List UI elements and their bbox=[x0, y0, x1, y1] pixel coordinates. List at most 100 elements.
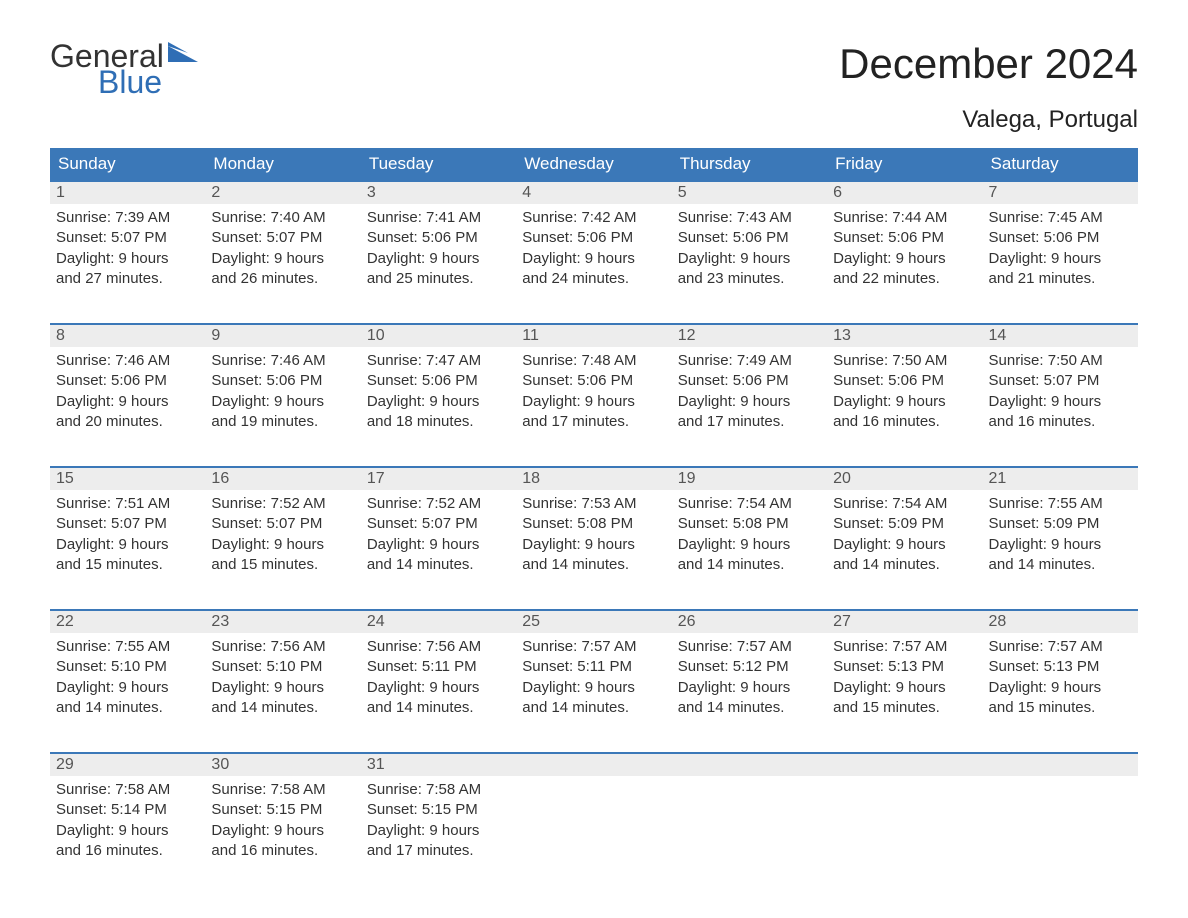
weeks-container: 1Sunrise: 7:39 AMSunset: 5:07 PMDaylight… bbox=[50, 180, 1138, 867]
day-cell: 4Sunrise: 7:42 AMSunset: 5:06 PMDaylight… bbox=[516, 182, 671, 295]
daylight-text-1: Daylight: 9 hours bbox=[211, 821, 354, 841]
day-number: 24 bbox=[361, 611, 516, 633]
day-number: 2 bbox=[205, 182, 360, 204]
daylight-text-1: Daylight: 9 hours bbox=[367, 821, 510, 841]
daylight-text-1: Daylight: 9 hours bbox=[522, 535, 665, 555]
daylight-text-1: Daylight: 9 hours bbox=[989, 678, 1132, 698]
daylight-text-2: and 15 minutes. bbox=[989, 698, 1132, 718]
sunset-text: Sunset: 5:06 PM bbox=[367, 228, 510, 248]
daylight-text-2: and 14 minutes. bbox=[211, 698, 354, 718]
day-cell: 25Sunrise: 7:57 AMSunset: 5:11 PMDayligh… bbox=[516, 611, 671, 724]
day-cell: 18Sunrise: 7:53 AMSunset: 5:08 PMDayligh… bbox=[516, 468, 671, 581]
weekday-header: Sunday bbox=[50, 148, 205, 180]
day-cell: 12Sunrise: 7:49 AMSunset: 5:06 PMDayligh… bbox=[672, 325, 827, 438]
sunset-text: Sunset: 5:13 PM bbox=[833, 657, 976, 677]
day-body: Sunrise: 7:46 AMSunset: 5:06 PMDaylight:… bbox=[50, 347, 205, 438]
day-cell: 17Sunrise: 7:52 AMSunset: 5:07 PMDayligh… bbox=[361, 468, 516, 581]
day-body: Sunrise: 7:56 AMSunset: 5:11 PMDaylight:… bbox=[361, 633, 516, 724]
daylight-text-1: Daylight: 9 hours bbox=[989, 535, 1132, 555]
daylight-text-2: and 14 minutes. bbox=[833, 555, 976, 575]
daylight-text-2: and 15 minutes. bbox=[211, 555, 354, 575]
daylight-text-1: Daylight: 9 hours bbox=[833, 392, 976, 412]
sunrise-text: Sunrise: 7:40 AM bbox=[211, 208, 354, 228]
sunrise-text: Sunrise: 7:43 AM bbox=[678, 208, 821, 228]
sunset-text: Sunset: 5:08 PM bbox=[522, 514, 665, 534]
daylight-text-2: and 16 minutes. bbox=[989, 412, 1132, 432]
day-cell: 24Sunrise: 7:56 AMSunset: 5:11 PMDayligh… bbox=[361, 611, 516, 724]
daylight-text-2: and 14 minutes. bbox=[367, 698, 510, 718]
day-number: 9 bbox=[205, 325, 360, 347]
sunrise-text: Sunrise: 7:52 AM bbox=[367, 494, 510, 514]
sunset-text: Sunset: 5:07 PM bbox=[211, 514, 354, 534]
sunrise-text: Sunrise: 7:41 AM bbox=[367, 208, 510, 228]
daylight-text-1: Daylight: 9 hours bbox=[678, 392, 821, 412]
day-body: Sunrise: 7:46 AMSunset: 5:06 PMDaylight:… bbox=[205, 347, 360, 438]
day-cell: 20Sunrise: 7:54 AMSunset: 5:09 PMDayligh… bbox=[827, 468, 982, 581]
sunset-text: Sunset: 5:09 PM bbox=[989, 514, 1132, 534]
sunrise-text: Sunrise: 7:57 AM bbox=[833, 637, 976, 657]
daylight-text-1: Daylight: 9 hours bbox=[56, 678, 199, 698]
sunset-text: Sunset: 5:06 PM bbox=[678, 371, 821, 391]
day-body: Sunrise: 7:54 AMSunset: 5:09 PMDaylight:… bbox=[827, 490, 982, 581]
day-number-empty bbox=[983, 754, 1138, 776]
sunrise-text: Sunrise: 7:55 AM bbox=[989, 494, 1132, 514]
day-body: Sunrise: 7:51 AMSunset: 5:07 PMDaylight:… bbox=[50, 490, 205, 581]
day-number: 30 bbox=[205, 754, 360, 776]
day-cell: 31Sunrise: 7:58 AMSunset: 5:15 PMDayligh… bbox=[361, 754, 516, 867]
sunset-text: Sunset: 5:07 PM bbox=[211, 228, 354, 248]
sunrise-text: Sunrise: 7:58 AM bbox=[211, 780, 354, 800]
day-body: Sunrise: 7:57 AMSunset: 5:13 PMDaylight:… bbox=[827, 633, 982, 724]
sunrise-text: Sunrise: 7:57 AM bbox=[678, 637, 821, 657]
sunrise-text: Sunrise: 7:56 AM bbox=[367, 637, 510, 657]
day-number: 6 bbox=[827, 182, 982, 204]
day-number: 26 bbox=[672, 611, 827, 633]
week-row: 8Sunrise: 7:46 AMSunset: 5:06 PMDaylight… bbox=[50, 323, 1138, 438]
week-row: 15Sunrise: 7:51 AMSunset: 5:07 PMDayligh… bbox=[50, 466, 1138, 581]
daylight-text-1: Daylight: 9 hours bbox=[56, 392, 199, 412]
daylight-text-2: and 16 minutes. bbox=[56, 841, 199, 861]
sunset-text: Sunset: 5:07 PM bbox=[56, 514, 199, 534]
sunset-text: Sunset: 5:14 PM bbox=[56, 800, 199, 820]
day-number: 20 bbox=[827, 468, 982, 490]
daylight-text-1: Daylight: 9 hours bbox=[56, 821, 199, 841]
daylight-text-1: Daylight: 9 hours bbox=[56, 249, 199, 269]
day-body: Sunrise: 7:50 AMSunset: 5:07 PMDaylight:… bbox=[983, 347, 1138, 438]
day-body: Sunrise: 7:52 AMSunset: 5:07 PMDaylight:… bbox=[205, 490, 360, 581]
sunset-text: Sunset: 5:11 PM bbox=[367, 657, 510, 677]
sunset-text: Sunset: 5:07 PM bbox=[989, 371, 1132, 391]
day-body: Sunrise: 7:57 AMSunset: 5:11 PMDaylight:… bbox=[516, 633, 671, 724]
day-cell: 13Sunrise: 7:50 AMSunset: 5:06 PMDayligh… bbox=[827, 325, 982, 438]
day-number: 18 bbox=[516, 468, 671, 490]
daylight-text-2: and 24 minutes. bbox=[522, 269, 665, 289]
daylight-text-1: Daylight: 9 hours bbox=[211, 392, 354, 412]
weekday-header: Thursday bbox=[672, 148, 827, 180]
day-cell: 22Sunrise: 7:55 AMSunset: 5:10 PMDayligh… bbox=[50, 611, 205, 724]
daylight-text-2: and 16 minutes. bbox=[211, 841, 354, 861]
sunset-text: Sunset: 5:06 PM bbox=[833, 371, 976, 391]
day-cell: 16Sunrise: 7:52 AMSunset: 5:07 PMDayligh… bbox=[205, 468, 360, 581]
sunset-text: Sunset: 5:06 PM bbox=[367, 371, 510, 391]
daylight-text-2: and 14 minutes. bbox=[678, 698, 821, 718]
daylight-text-2: and 25 minutes. bbox=[367, 269, 510, 289]
day-number: 25 bbox=[516, 611, 671, 633]
day-cell: 29Sunrise: 7:58 AMSunset: 5:14 PMDayligh… bbox=[50, 754, 205, 867]
day-body: Sunrise: 7:58 AMSunset: 5:15 PMDaylight:… bbox=[205, 776, 360, 867]
day-number: 14 bbox=[983, 325, 1138, 347]
day-number: 28 bbox=[983, 611, 1138, 633]
calendar: Sunday Monday Tuesday Wednesday Thursday… bbox=[50, 148, 1138, 867]
day-cell: 15Sunrise: 7:51 AMSunset: 5:07 PMDayligh… bbox=[50, 468, 205, 581]
day-cell: 21Sunrise: 7:55 AMSunset: 5:09 PMDayligh… bbox=[983, 468, 1138, 581]
daylight-text-2: and 27 minutes. bbox=[56, 269, 199, 289]
daylight-text-1: Daylight: 9 hours bbox=[367, 249, 510, 269]
day-cell: 1Sunrise: 7:39 AMSunset: 5:07 PMDaylight… bbox=[50, 182, 205, 295]
sunset-text: Sunset: 5:08 PM bbox=[678, 514, 821, 534]
daylight-text-2: and 22 minutes. bbox=[833, 269, 976, 289]
daylight-text-2: and 14 minutes. bbox=[522, 555, 665, 575]
day-body: Sunrise: 7:58 AMSunset: 5:15 PMDaylight:… bbox=[361, 776, 516, 867]
logo-text-blue: Blue bbox=[98, 66, 198, 98]
day-number: 15 bbox=[50, 468, 205, 490]
day-body: Sunrise: 7:53 AMSunset: 5:08 PMDaylight:… bbox=[516, 490, 671, 581]
day-number: 27 bbox=[827, 611, 982, 633]
sunrise-text: Sunrise: 7:58 AM bbox=[367, 780, 510, 800]
daylight-text-1: Daylight: 9 hours bbox=[522, 678, 665, 698]
